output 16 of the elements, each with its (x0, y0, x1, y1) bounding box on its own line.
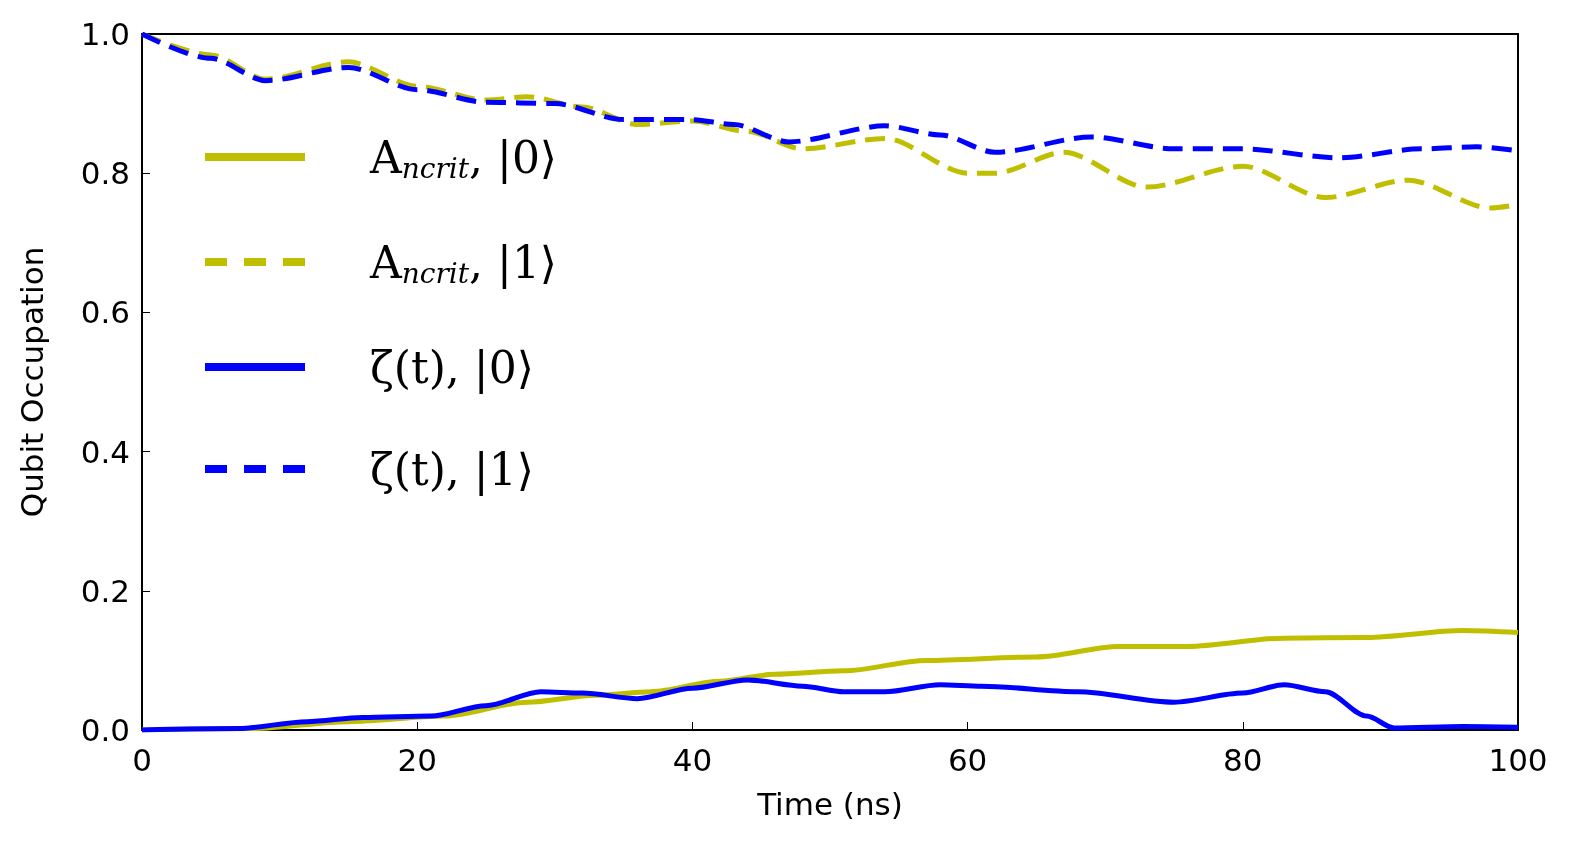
y-tick-label: 0.6 (80, 294, 130, 331)
x-tick-label: 20 (397, 741, 437, 778)
y-tick-label: 1.0 (80, 16, 130, 52)
x-axis-title: Time (ns) (756, 785, 903, 822)
y-tick-label: 0.2 (80, 572, 130, 609)
x-tick-label: 80 (1223, 741, 1263, 778)
x-tick-label: 100 (1488, 741, 1548, 778)
y-axis-title: Qubit Occupation (13, 246, 50, 518)
legend-label: ζ(t), |0⟩ (370, 341, 534, 394)
x-tick-label: 40 (672, 741, 713, 778)
y-tick-label: 0.0 (80, 712, 130, 748)
legend-label: ζ(t), |1⟩ (370, 443, 534, 496)
y-tick-label: 0.8 (80, 155, 130, 192)
x-tick-label: 0 (132, 741, 152, 778)
y-tick-label: 0.4 (80, 433, 130, 470)
x-tick-label: 60 (947, 741, 988, 778)
